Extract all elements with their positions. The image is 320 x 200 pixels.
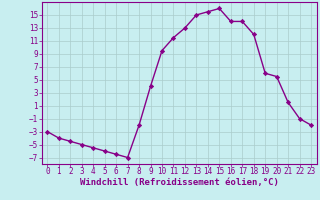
X-axis label: Windchill (Refroidissement éolien,°C): Windchill (Refroidissement éolien,°C) <box>80 178 279 187</box>
